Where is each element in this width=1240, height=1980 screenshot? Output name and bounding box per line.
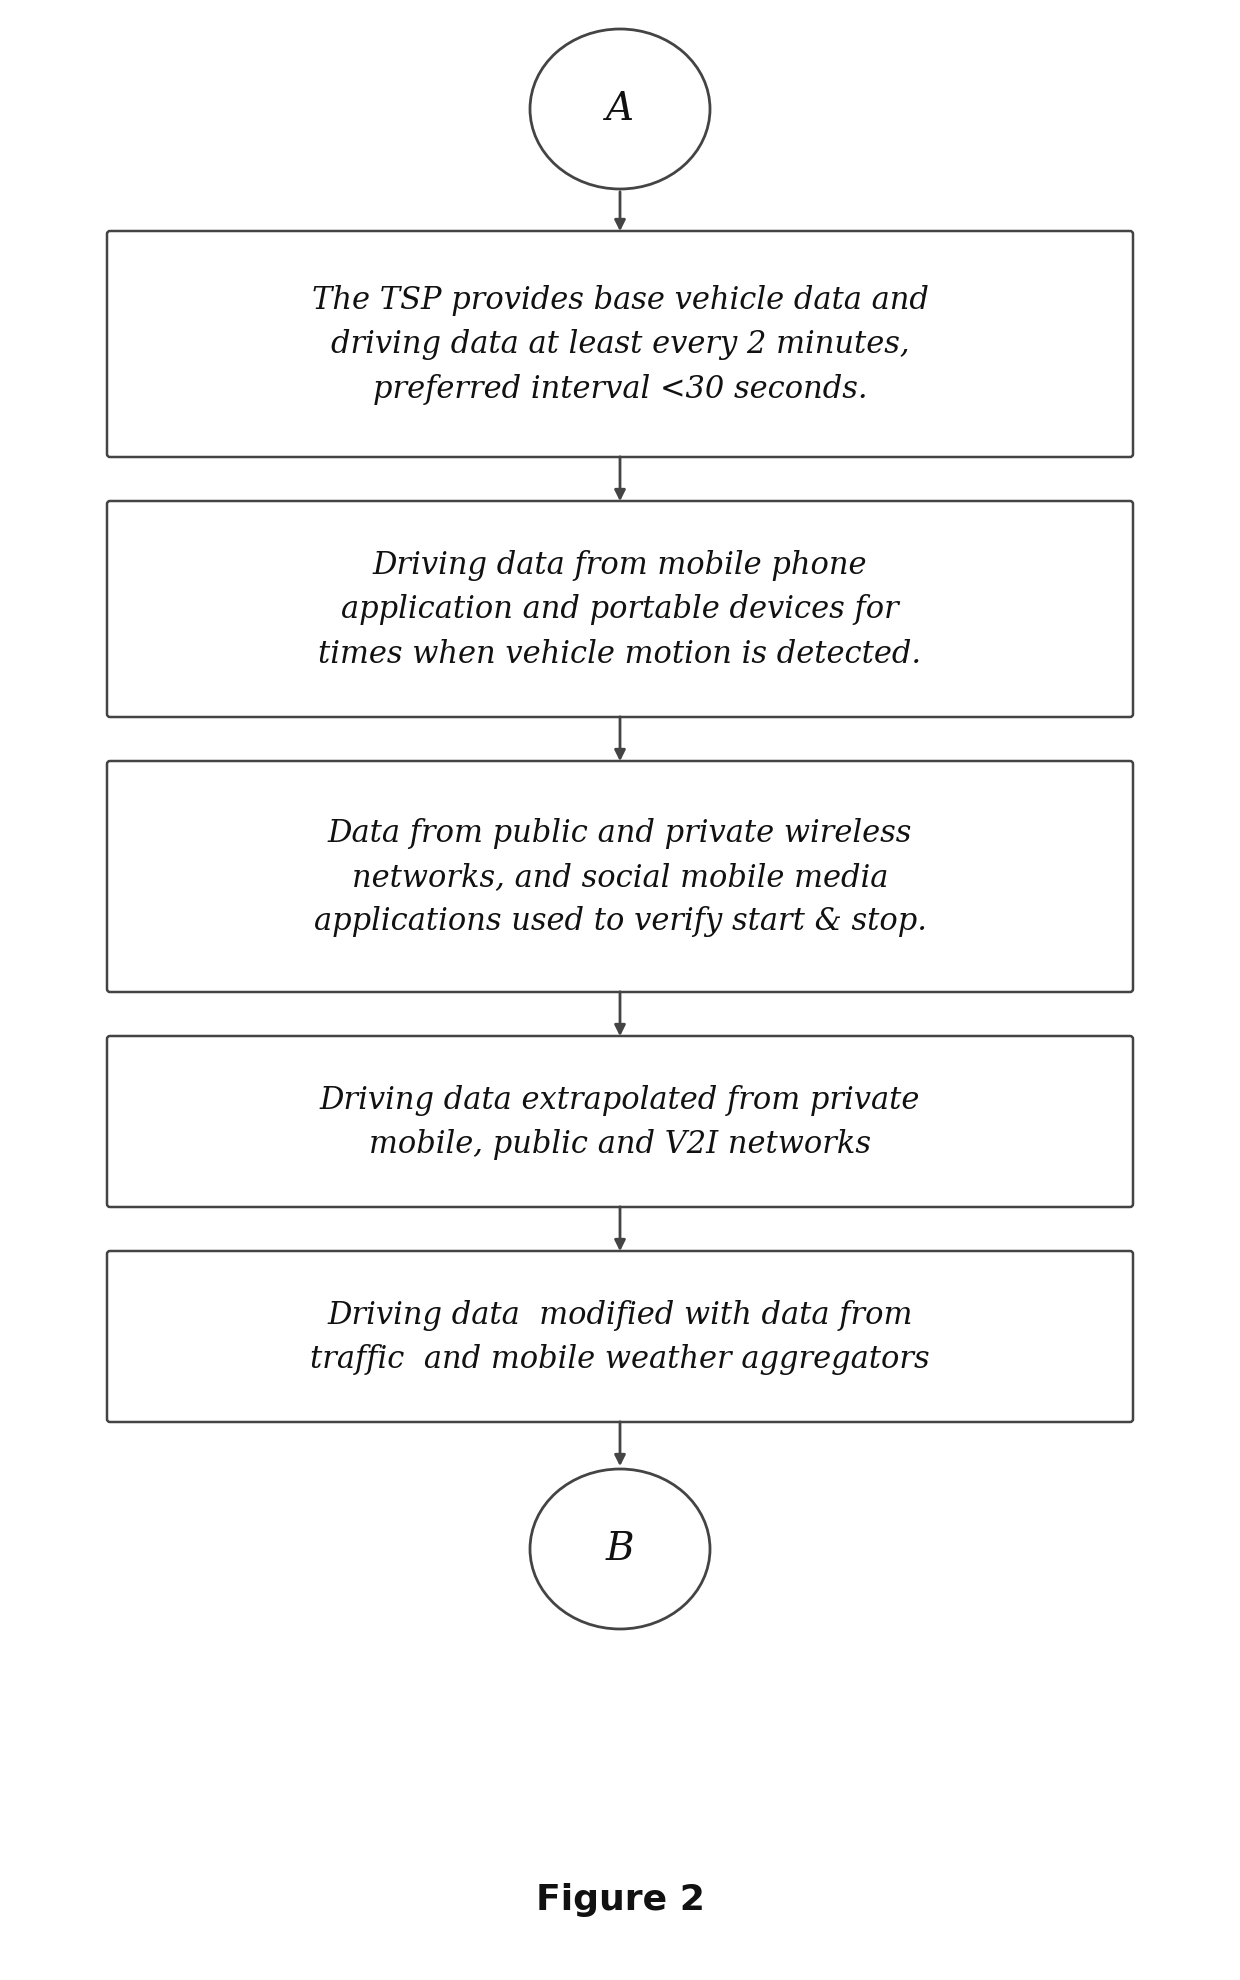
Ellipse shape: [529, 30, 711, 190]
Text: A: A: [606, 91, 634, 129]
Text: Driving data extrapolated from private
mobile, public and V2I networks: Driving data extrapolated from private m…: [320, 1085, 920, 1160]
FancyBboxPatch shape: [107, 1036, 1133, 1208]
Text: Figure 2: Figure 2: [536, 1883, 704, 1917]
Text: B: B: [605, 1531, 635, 1568]
Text: Driving data from mobile phone
application and portable devices for
times when v: Driving data from mobile phone applicati…: [319, 550, 921, 669]
FancyBboxPatch shape: [107, 501, 1133, 717]
Text: The TSP provides base vehicle data and
driving data at least every 2 minutes,
pr: The TSP provides base vehicle data and d…: [311, 285, 929, 404]
FancyBboxPatch shape: [107, 1251, 1133, 1422]
Text: Data from public and private wireless
networks, and social mobile media
applicat: Data from public and private wireless ne…: [314, 818, 926, 937]
Ellipse shape: [529, 1469, 711, 1630]
FancyBboxPatch shape: [107, 762, 1133, 992]
FancyBboxPatch shape: [107, 232, 1133, 457]
Text: Driving data  modified with data from
traffic  and mobile weather aggregators: Driving data modified with data from tra…: [310, 1299, 930, 1374]
